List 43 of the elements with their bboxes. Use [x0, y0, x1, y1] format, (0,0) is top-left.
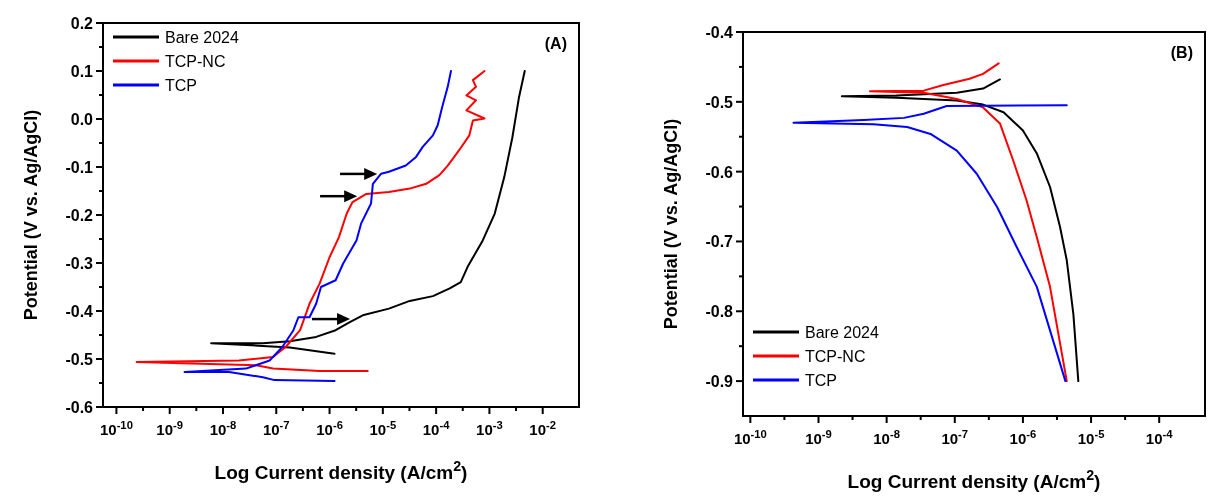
- y-tick-label: -0.8: [705, 303, 734, 321]
- y-tick-label: -0.5: [65, 351, 94, 368]
- annotation: (A): [544, 35, 567, 52]
- x-tick-label: 10$^{-6}$: [316, 419, 343, 438]
- y-tick-label: -0.5: [705, 93, 734, 111]
- x-tick-label: 10$^{-10}$: [733, 428, 767, 447]
- y-tick-label: -0.4: [65, 303, 94, 320]
- legend-label: Bare 2024: [805, 324, 879, 341]
- x-tick-label: 10$^{-9}$: [156, 419, 184, 438]
- y-tick-label: -0.6: [705, 163, 734, 181]
- x-tick-label: 10$^{-5}$: [369, 419, 397, 438]
- y-tick-label: -0.7: [705, 233, 734, 251]
- x-tick-label: 10$^{-9}$: [805, 428, 832, 447]
- legend-label: TCP: [805, 372, 837, 389]
- x-tick-label: 10$^{-6}$: [1009, 428, 1037, 447]
- legend-label: Bare 2024: [165, 29, 239, 46]
- y-tick-label: -0.6: [65, 399, 94, 416]
- x-tick-label: 10$^{-10}$: [99, 419, 133, 438]
- x-tick-label: 10$^{-7}$: [262, 419, 290, 438]
- y-axis-title: Potential (V vs. Ag/AgCl): [661, 118, 681, 330]
- y-axis-title: Potential (V vs. Ag/AgCl): [21, 109, 41, 321]
- x-tick-label: 10$^{-8}$: [209, 419, 237, 438]
- x-tick-label: 10$^{-2}$: [529, 419, 557, 438]
- y-tick-label: -0.3: [65, 255, 94, 272]
- x-axis-title: Log Current density (A/cm$^{2}$): [847, 467, 1101, 492]
- x-tick-label: 10$^{-5}$: [1077, 428, 1105, 447]
- x-tick-label: 10$^{-7}$: [941, 428, 969, 447]
- y-tick-label: 0.1: [70, 63, 94, 80]
- y-tick-label: 0.0: [70, 111, 94, 128]
- x-tick-label: 10$^{-4}$: [422, 419, 451, 438]
- y-tick-label: -0.4: [705, 24, 734, 41]
- annotation: (B): [1170, 44, 1193, 61]
- legend-label: TCP-NC: [805, 348, 866, 365]
- x-tick-label: 10$^{-3}$: [476, 419, 503, 438]
- legend-label: TCP-NC: [165, 53, 226, 70]
- legend-label: TCP: [165, 77, 197, 94]
- y-tick-label: 0.2: [70, 15, 94, 32]
- y-tick-label: -0.9: [705, 373, 734, 391]
- y-tick-label: -0.1: [65, 159, 94, 176]
- x-tick-label: 10$^{-4}$: [1145, 428, 1174, 447]
- y-tick-label: -0.2: [65, 207, 94, 224]
- x-axis-title: Log Current density (A/cm$^{2}$): [214, 458, 468, 483]
- x-tick-label: 10$^{-8}$: [873, 428, 900, 447]
